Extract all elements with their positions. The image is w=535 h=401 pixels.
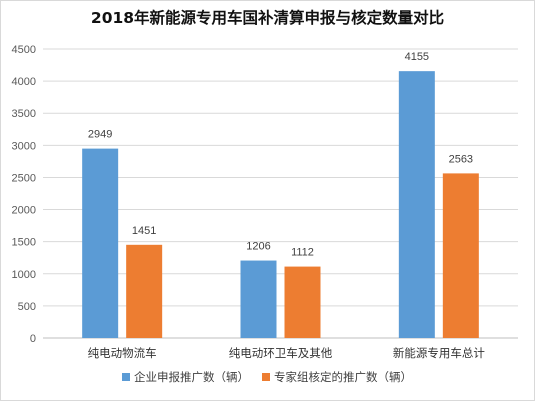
y-tick-label: 0	[30, 333, 36, 345]
x-axis-categories: 纯电动物流车 纯电动环卫车及其他 新能源专用车总计	[88, 346, 486, 360]
legend-swatch	[122, 373, 130, 381]
bars	[82, 71, 479, 338]
y-tick-label: 2500	[12, 172, 36, 184]
gridlines	[43, 48, 518, 339]
data-label: 1206	[246, 241, 270, 253]
data-label: 1112	[291, 247, 314, 259]
legend-swatch	[262, 373, 270, 381]
legend: 企业申报推广数（辆） 专家组核定的推广数（辆）	[122, 370, 412, 384]
bar	[82, 148, 119, 338]
y-tick-label: 2000	[12, 205, 36, 217]
category-label: 纯电动环卫车及其他	[229, 346, 333, 360]
data-labels: 2949 1451 1206 1112 4155 2563	[88, 51, 473, 258]
bar	[240, 260, 277, 338]
data-label: 4155	[405, 51, 429, 63]
y-tick-label: 500	[18, 301, 36, 313]
y-tick-label: 4000	[12, 76, 36, 88]
data-label: 1451	[132, 225, 156, 237]
y-tick-label: 4500	[12, 44, 36, 56]
bar	[442, 173, 479, 338]
bar	[398, 71, 435, 338]
legend-label: 企业申报推广数（辆）	[134, 370, 249, 384]
y-tick-label: 3000	[12, 140, 36, 152]
y-tick-label: 3500	[12, 108, 36, 120]
y-tick-label: 1500	[12, 237, 36, 249]
y-tick-label: 1000	[12, 269, 36, 281]
bar	[126, 244, 163, 338]
data-label: 2949	[88, 129, 112, 141]
bar	[284, 266, 321, 338]
chart-title: 2018年新能源专用车国补清算申报与核定数量对比	[90, 9, 445, 27]
data-label: 2563	[449, 153, 473, 165]
category-label: 纯电动物流车	[88, 346, 157, 360]
category-label: 新能源专用车总计	[393, 346, 485, 360]
y-axis-ticks: 0 500 1000 1500 2000 2500 3000 3500 4000 4500	[12, 44, 36, 345]
legend-label: 专家组核定的推广数（辆）	[274, 370, 412, 384]
